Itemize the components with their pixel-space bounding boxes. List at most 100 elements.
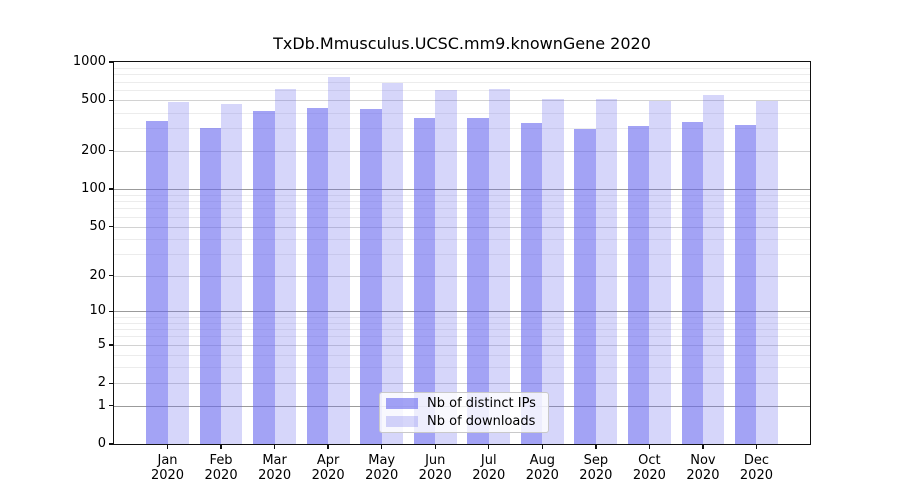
minor-gridline-90 <box>114 194 810 196</box>
y-tick-label-5: 5 <box>97 336 106 352</box>
minor-gridline-800 <box>114 74 810 76</box>
bar-nb-of-distinct-ips-apr <box>306 107 329 444</box>
gridline-200 <box>114 150 810 152</box>
bar-nb-of-downloads-dec <box>756 101 778 444</box>
minor-gridline-40 <box>114 238 810 240</box>
minor-gridline-3 <box>114 367 810 369</box>
y-tick-label-500: 500 <box>81 92 106 108</box>
minor-gridline-400 <box>114 112 810 114</box>
gridline-20 <box>114 275 810 277</box>
minor-gridline-80 <box>114 201 810 203</box>
gridline-50 <box>114 226 810 228</box>
minor-gridline-900 <box>114 67 810 69</box>
x-tick-label-apr: Apr 2020 <box>298 453 358 483</box>
bar-nb-of-downloads-jan <box>167 101 189 444</box>
bar-nb-of-distinct-ips-jan <box>146 120 168 444</box>
x-tick-aug <box>541 444 543 449</box>
x-tick-feb <box>220 444 222 449</box>
bar-nb-of-downloads-jul <box>488 89 511 444</box>
y-tick-label-10: 10 <box>89 303 106 319</box>
x-tick-label-feb: Feb 2020 <box>191 453 251 483</box>
bar-nb-of-downloads-sep <box>595 98 618 444</box>
x-tick-label-dec: Dec 2020 <box>726 453 786 483</box>
y-tick-label-2: 2 <box>97 375 106 391</box>
bar-nb-of-downloads-apr <box>328 77 350 444</box>
gridline-10 <box>114 311 810 313</box>
x-tick-year-sep: 2020 <box>579 468 613 483</box>
x-tick-label-nov: Nov 2020 <box>673 453 733 483</box>
minor-gridline-7 <box>114 329 810 331</box>
x-tick-label-mar: Mar 2020 <box>245 453 305 483</box>
x-tick-year-oct: 2020 <box>632 468 666 483</box>
minor-gridline-700 <box>114 81 810 83</box>
x-tick-may <box>380 444 383 449</box>
x-tick-year-dec: 2020 <box>739 468 773 483</box>
bar-nb-of-downloads-aug <box>542 98 564 444</box>
minor-gridline-4 <box>114 355 810 356</box>
plot-area <box>113 61 811 445</box>
x-tick-label-sep: Sep 2020 <box>566 453 626 483</box>
gridline-5 <box>114 344 810 346</box>
x-tick-year-nov: 2020 <box>686 468 720 483</box>
bar-nb-of-distinct-ips-jun <box>413 118 436 444</box>
chart-title: TxDb.Mmusculus.UCSC.mm9.knownGene 2020 <box>273 34 651 53</box>
y-tick-100 <box>109 188 114 190</box>
bar-nb-of-downloads-oct <box>649 101 671 444</box>
x-tick-label-jul: Jul 2020 <box>459 453 519 483</box>
y-tick-200 <box>109 150 114 152</box>
x-tick-jan <box>166 444 169 449</box>
bar-nb-of-distinct-ips-oct <box>627 125 650 444</box>
x-tick-year-aug: 2020 <box>525 468 559 483</box>
x-tick-year-jul: 2020 <box>472 468 506 483</box>
x-tick-jul <box>488 444 490 449</box>
x-tick-year-mar: 2020 <box>258 468 292 483</box>
y-tick-20 <box>109 274 114 277</box>
legend-swatch-distinct-ips <box>386 398 418 409</box>
minor-gridline-9 <box>114 316 810 318</box>
bar-nb-of-distinct-ips-dec <box>735 124 757 444</box>
x-tick-year-jun: 2020 <box>418 468 452 483</box>
bar-nb-of-downloads-feb <box>221 104 243 444</box>
y-tick-10 <box>109 310 114 313</box>
bar-nb-of-distinct-ips-sep <box>574 129 596 444</box>
gridline-500 <box>114 100 810 102</box>
x-tick-label-may: May 2020 <box>352 453 412 483</box>
y-tick-1000 <box>109 61 114 63</box>
x-tick-label-jun: Jun 2020 <box>405 453 465 483</box>
y-tick-label-1: 1 <box>97 397 106 413</box>
x-tick-label-aug: Aug 2020 <box>512 453 572 483</box>
x-tick-jun <box>434 444 436 449</box>
bar-nb-of-distinct-ips-feb <box>199 128 222 444</box>
y-tick-50 <box>109 225 114 228</box>
legend-label-downloads: Nb of downloads <box>427 414 536 429</box>
bar-nb-of-distinct-ips-mar <box>253 111 275 444</box>
minor-gridline-600 <box>114 90 810 92</box>
y-tick-5 <box>109 344 114 346</box>
gridline-2 <box>114 383 810 385</box>
y-tick-label-0: 0 <box>97 436 106 451</box>
y-tick-label-20: 20 <box>89 267 106 283</box>
bar-nb-of-downloads-mar <box>274 88 296 444</box>
x-tick-oct <box>648 444 651 449</box>
minor-gridline-70 <box>114 208 810 210</box>
bar-nb-of-downloads-may <box>381 83 404 444</box>
y-tick-2 <box>109 382 114 384</box>
y-tick-1 <box>109 404 114 407</box>
gridline-100 <box>114 188 810 190</box>
minor-gridline-8 <box>114 322 810 324</box>
y-tick-0 <box>109 443 114 445</box>
y-tick-label-1000: 1000 <box>72 54 106 69</box>
minor-gridline-60 <box>114 216 810 218</box>
legend: Nb of distinct IPs Nb of downloads <box>379 392 549 433</box>
x-tick-year-apr: 2020 <box>311 468 345 483</box>
bar-nb-of-distinct-ips-aug <box>520 123 543 444</box>
minor-gridline-30 <box>114 254 810 256</box>
x-tick-sep <box>595 444 597 449</box>
legend-item-downloads: Nb of downloads <box>380 414 548 429</box>
x-tick-year-jan: 2020 <box>150 468 185 483</box>
y-tick-label-200: 200 <box>81 142 106 158</box>
legend-label-distinct-ips: Nb of distinct IPs <box>427 396 536 411</box>
bar-nb-of-downloads-jun <box>435 89 457 444</box>
bar-nb-of-downloads-nov <box>702 95 725 444</box>
